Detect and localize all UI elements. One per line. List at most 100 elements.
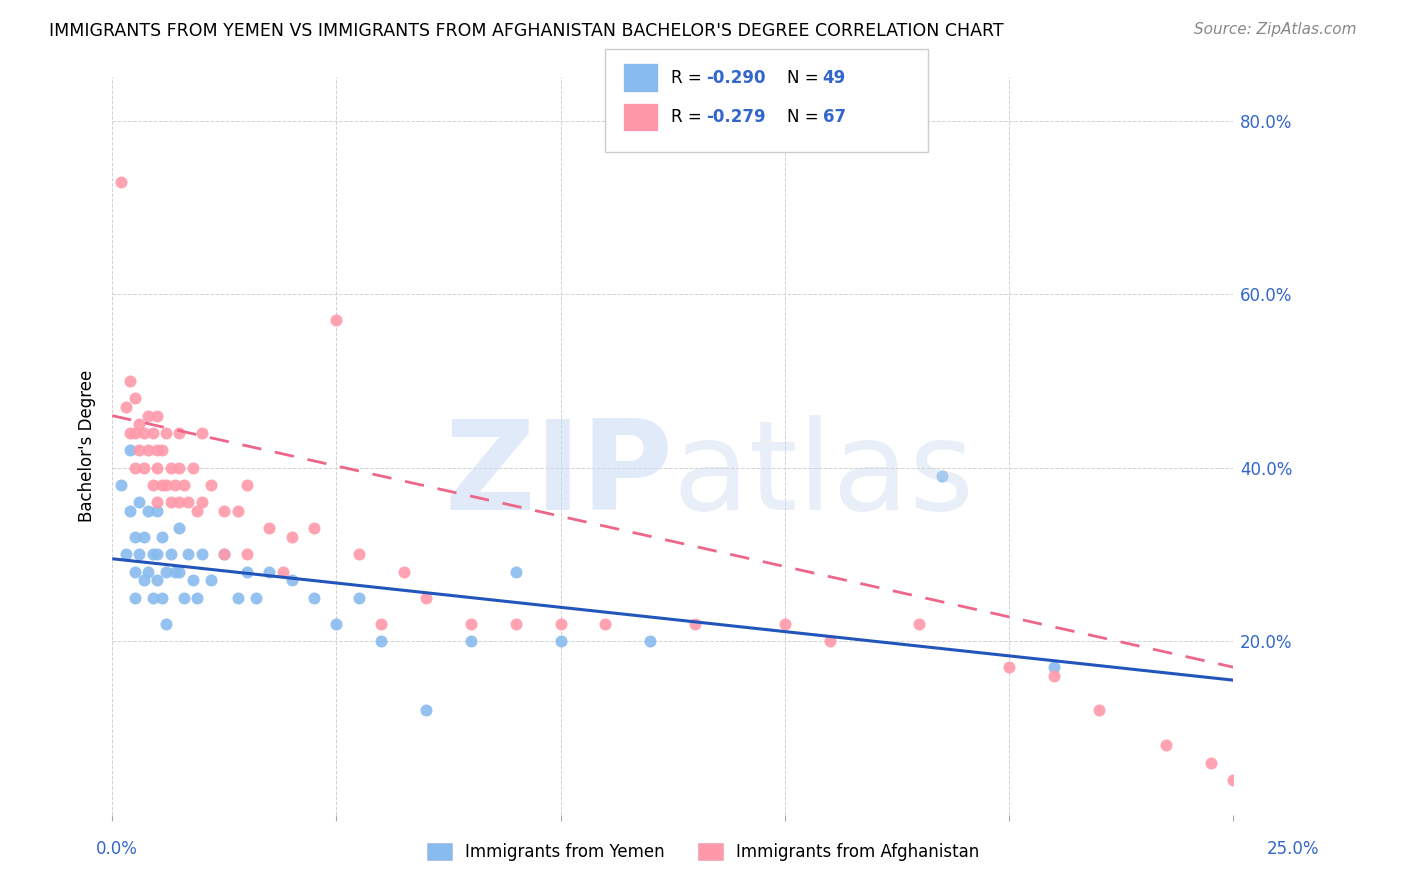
Point [124,425,146,440]
Text: Source: ZipAtlas.com: Source: ZipAtlas.com [1194,22,1357,37]
Point [505,565,527,579]
Point [128,548,150,562]
Point [124,392,146,406]
Point [347,591,370,605]
Point [325,313,347,327]
Point [146,443,169,458]
Point [124,591,146,605]
Point [159,548,181,562]
Point [146,548,169,562]
Point [136,565,159,579]
Point [181,574,204,588]
Point [155,478,177,492]
Text: 49: 49 [823,69,846,87]
Point [169,565,191,579]
Point [136,504,159,518]
Point [191,548,214,562]
Point [146,460,169,475]
Point [1222,772,1244,787]
Point [1042,660,1064,674]
Text: R =: R = [671,108,707,126]
Point [173,591,195,605]
Text: -0.290: -0.290 [706,69,765,87]
Point [177,495,200,509]
Text: N =: N = [787,69,824,87]
Point [908,616,931,631]
Point [150,530,173,544]
Point [132,460,155,475]
Point [550,616,572,631]
Point [146,409,169,423]
Point [142,591,165,605]
Point [325,616,347,631]
Point [257,565,280,579]
Point [505,616,527,631]
Point [146,504,169,518]
Point [142,548,165,562]
Text: N =: N = [787,108,824,126]
Point [1087,704,1109,718]
Point [235,548,257,562]
Point [460,634,482,648]
Point [595,616,617,631]
Point [186,591,208,605]
Point [302,521,325,535]
Point [169,425,191,440]
Point [638,634,661,648]
Point [173,478,195,492]
Point [200,478,222,492]
Point [128,495,150,509]
Text: 0.0%: 0.0% [96,840,138,858]
Point [163,478,186,492]
Point [136,409,159,423]
Point [169,460,191,475]
Point [186,504,208,518]
Point [181,460,204,475]
Point [120,443,142,458]
Point [142,425,165,440]
Point [214,548,236,562]
Text: R =: R = [671,69,707,87]
Point [214,504,236,518]
Point [159,495,181,509]
Point [132,425,155,440]
Point [392,565,415,579]
Point [1267,798,1289,813]
Point [302,591,325,605]
Point [347,548,370,562]
Point [150,478,173,492]
Point [132,530,155,544]
Point [415,591,437,605]
Point [1199,756,1222,770]
Point [150,443,173,458]
Point [146,574,169,588]
Point [214,548,236,562]
Point [245,591,267,605]
Point [191,495,214,509]
Point [128,417,150,432]
Point [271,565,294,579]
Point [931,469,953,483]
Point [120,425,142,440]
Point [128,443,150,458]
Point [114,400,136,414]
Point [146,495,169,509]
Point [1154,738,1177,752]
Point [200,574,222,588]
Point [773,616,796,631]
Point [120,504,142,518]
Point [110,478,132,492]
Point [257,521,280,535]
Point [124,565,146,579]
Point [415,704,437,718]
Text: ZIP: ZIP [444,415,672,536]
Point [1042,669,1064,683]
Legend: Immigrants from Yemen, Immigrants from Afghanistan: Immigrants from Yemen, Immigrants from A… [420,836,986,868]
Point [280,530,302,544]
Point [120,374,142,388]
Text: atlas: atlas [672,415,974,536]
Point [550,634,572,648]
Text: IMMIGRANTS FROM YEMEN VS IMMIGRANTS FROM AFGHANISTAN BACHELOR'S DEGREE CORRELATI: IMMIGRANTS FROM YEMEN VS IMMIGRANTS FROM… [49,22,1004,40]
Point [370,634,392,648]
Point [155,565,177,579]
